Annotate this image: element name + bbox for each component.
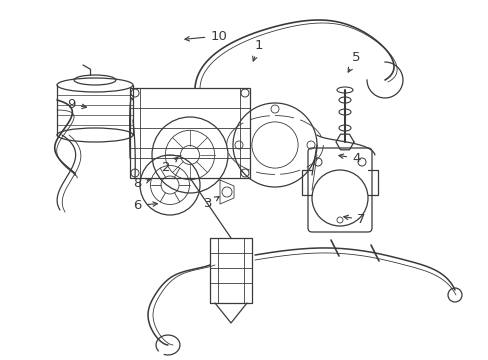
Text: 4: 4: [338, 152, 360, 165]
Text: 2: 2: [162, 157, 178, 174]
Bar: [130, 88, 249, 178]
Text: 1: 1: [252, 39, 263, 61]
Text: 10: 10: [184, 30, 227, 42]
Text: 6: 6: [133, 199, 157, 212]
Text: 8: 8: [133, 177, 150, 190]
Text: 5: 5: [347, 51, 360, 72]
Text: 3: 3: [204, 197, 219, 210]
Text: 9: 9: [67, 98, 86, 111]
Text: 7: 7: [343, 213, 365, 226]
